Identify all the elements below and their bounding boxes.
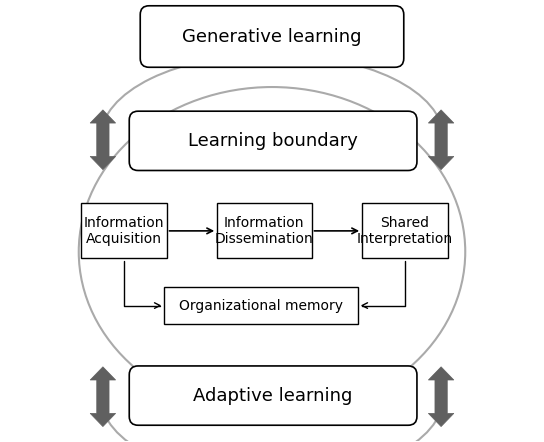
FancyBboxPatch shape	[129, 366, 417, 425]
Polygon shape	[90, 367, 116, 427]
Text: Organizational memory: Organizational memory	[179, 298, 343, 312]
Polygon shape	[428, 110, 454, 170]
Text: Learning boundary: Learning boundary	[188, 132, 358, 150]
Bar	[217, 203, 312, 258]
Ellipse shape	[79, 87, 465, 416]
Bar	[81, 203, 166, 258]
Text: Shared
Interpretation: Shared Interpretation	[357, 216, 453, 246]
Polygon shape	[90, 110, 116, 170]
Bar	[164, 287, 357, 324]
Text: Information
Dissemination: Information Dissemination	[215, 216, 314, 246]
Text: Adaptive learning: Adaptive learning	[194, 387, 353, 404]
Polygon shape	[428, 367, 454, 427]
FancyBboxPatch shape	[129, 111, 417, 171]
FancyBboxPatch shape	[140, 6, 404, 67]
Text: Generative learning: Generative learning	[182, 27, 362, 46]
Text: Information
Acquisition: Information Acquisition	[84, 216, 164, 246]
Bar	[362, 203, 448, 258]
